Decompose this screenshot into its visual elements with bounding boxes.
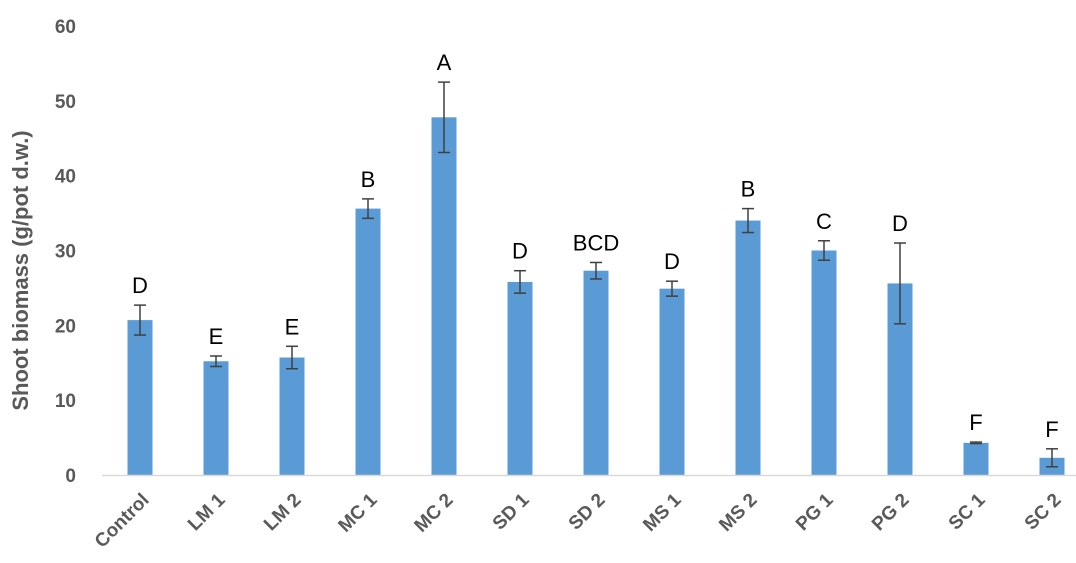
bar <box>127 320 153 475</box>
x-tick-label: SC 1 <box>945 489 990 534</box>
error-bars <box>134 81 1058 468</box>
x-tick-label: PG 2 <box>868 490 913 535</box>
x-tick-label: SC 2 <box>1021 490 1066 535</box>
significance-label: F <box>1045 417 1058 442</box>
error-bar <box>210 355 222 368</box>
significance-label: BCD <box>573 230 619 255</box>
bars <box>127 117 1065 476</box>
y-tick-label: 0 <box>65 466 76 487</box>
bar <box>507 281 533 475</box>
y-tick-label: 20 <box>55 316 76 337</box>
significance-label: D <box>132 273 148 298</box>
x-tick-label: LM 2 <box>260 490 305 535</box>
error-bar <box>362 198 374 220</box>
significance-label: D <box>512 239 528 264</box>
bar <box>355 208 381 476</box>
error-bar <box>514 269 526 294</box>
significance-label: D <box>892 211 908 236</box>
y-axis-ticks: 0 10 20 30 40 50 60 <box>55 17 76 487</box>
y-tick-label: 10 <box>55 391 76 412</box>
error-bar <box>666 280 678 297</box>
x-tick-label: SD 2 <box>565 490 610 535</box>
x-axis-ticks: Control LM 1 LM 2 MC 1 MC 2 SD 1 SD 2 MS 1 MS 2 P… <box>91 489 1066 552</box>
y-tick-label: 40 <box>55 167 76 188</box>
x-tick-label: Control <box>91 490 154 553</box>
bar <box>963 442 989 475</box>
error-bar <box>970 441 982 445</box>
y-tick-label: 60 <box>55 17 76 38</box>
bar <box>203 361 229 475</box>
x-tick-label: SD 1 <box>489 489 534 534</box>
significance-label: F <box>969 410 982 435</box>
error-bar <box>818 240 830 261</box>
error-bar <box>438 81 450 154</box>
y-tick-label: 30 <box>55 242 76 263</box>
error-bar <box>134 304 146 336</box>
x-tick-label: MC 1 <box>335 489 382 536</box>
error-bar <box>742 207 754 234</box>
error-bar <box>1046 448 1058 468</box>
bar <box>431 117 457 476</box>
bar <box>279 357 305 475</box>
significance-label: B <box>741 177 756 202</box>
x-tick-label: PG 1 <box>792 489 838 535</box>
bar <box>583 270 609 475</box>
bar <box>811 250 837 475</box>
significance-label: B <box>361 167 376 192</box>
error-bar <box>590 261 602 280</box>
significance-label: E <box>285 314 300 339</box>
error-bar <box>286 345 298 370</box>
y-axis-label: Shoot biomass (g/pot d.w.) <box>8 130 33 410</box>
x-tick-label: MC 2 <box>411 490 458 537</box>
bar <box>659 288 685 475</box>
y-tick-label: 50 <box>55 92 76 113</box>
x-tick-label: LM 1 <box>184 489 230 535</box>
bar <box>735 220 761 475</box>
significance-label: D <box>664 249 680 274</box>
significance-label: C <box>816 209 832 234</box>
significance-label: A <box>437 50 452 75</box>
error-bar <box>894 242 906 325</box>
x-tick-label: MS 2 <box>715 490 761 536</box>
significance-label: E <box>209 324 224 349</box>
x-tick-label: MS 1 <box>639 489 686 536</box>
